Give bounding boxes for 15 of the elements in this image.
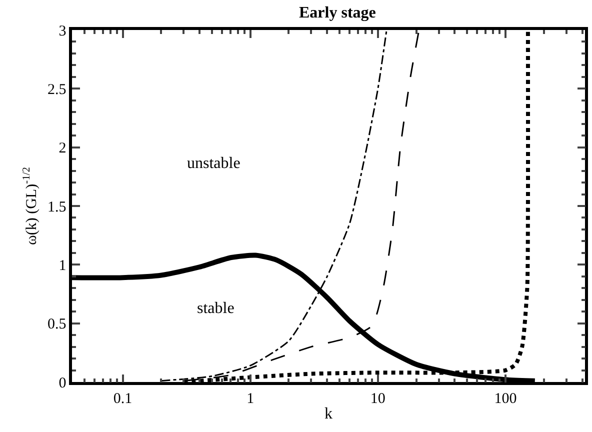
y-tick-label: 0.5: [48, 316, 66, 333]
x-tick-label: 0.1: [113, 390, 132, 407]
annotation: stable: [197, 300, 234, 317]
y-tick-label: 2: [58, 140, 66, 157]
annotation: unstable: [187, 155, 240, 172]
x-axis-title: k: [324, 405, 332, 422]
x-tick-label: 100: [494, 390, 517, 407]
y-tick-label: 3: [58, 23, 66, 40]
x-tick-label: 10: [370, 390, 386, 407]
x-tick-label: 1: [246, 390, 254, 407]
y-tick-label: 1: [58, 258, 66, 274]
y-tick-label: 2.5: [48, 82, 66, 98]
chart-title: Early stage: [299, 4, 376, 22]
y-tick-label: 1.5: [48, 199, 66, 216]
y-tick-label: 0: [58, 375, 66, 392]
